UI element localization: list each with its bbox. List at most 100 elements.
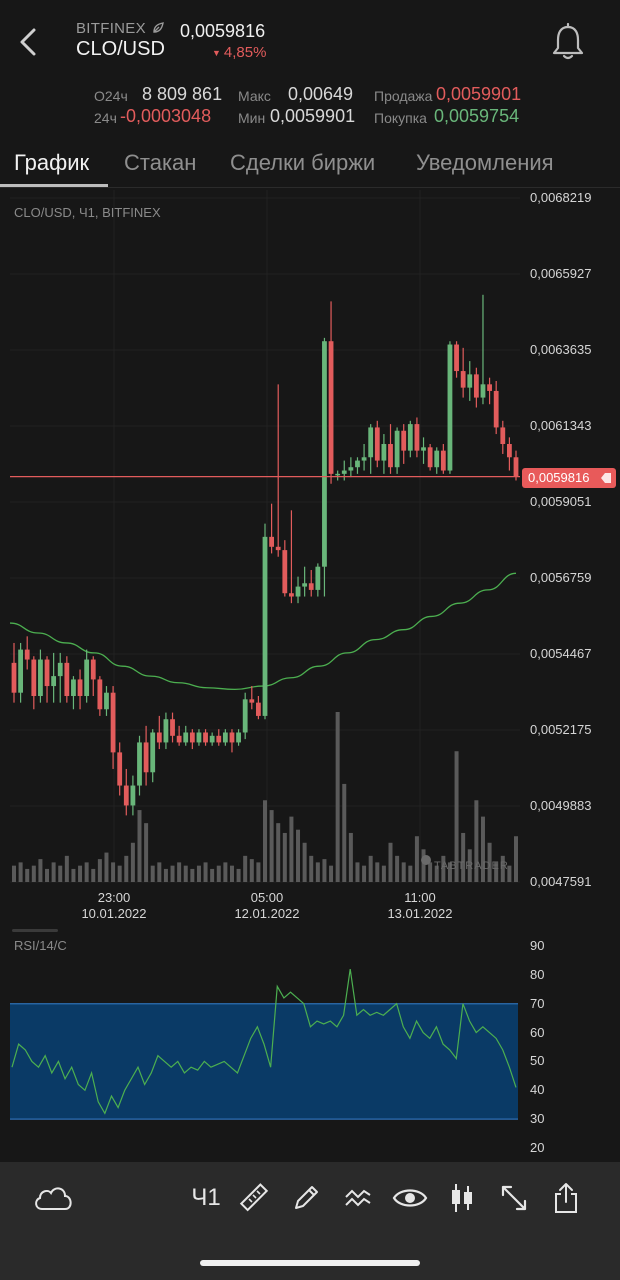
share-icon	[555, 1183, 577, 1213]
last-price: 0,0059816	[180, 21, 266, 41]
volume-bar	[494, 862, 499, 882]
candle-up	[341, 460, 347, 481]
candle-body	[348, 467, 354, 471]
candle-body	[176, 735, 182, 743]
candle-body	[44, 659, 50, 687]
candle-body	[117, 752, 123, 786]
volume-bar	[421, 849, 426, 882]
price-tick-label: 0,0047591	[530, 874, 592, 889]
candle-up	[381, 434, 387, 474]
candle-down	[460, 347, 466, 398]
candle-body	[255, 702, 261, 716]
candle-down	[308, 570, 314, 597]
tab-notifications[interactable]: Уведомления	[416, 150, 554, 175]
change-24h-label: 24ч	[94, 110, 117, 126]
candle-body	[414, 424, 420, 451]
volume-bar	[210, 868, 215, 882]
candle-up	[302, 566, 308, 597]
volume-bar	[256, 862, 261, 882]
candle-up	[407, 420, 413, 458]
rsi-tick-label: 90	[530, 938, 545, 953]
timeframe-label: Ч1	[191, 1184, 221, 1211]
visibility-button[interactable]	[388, 1176, 432, 1220]
candle-down	[487, 377, 492, 405]
draw-button[interactable]	[284, 1176, 328, 1220]
candle-body	[315, 566, 321, 590]
candle-body	[24, 649, 30, 660]
volume-bar	[64, 855, 69, 882]
rsi-tick-label: 20	[530, 1140, 545, 1155]
volume-bar	[183, 865, 188, 882]
price-tick-label: 0,0054467	[530, 646, 592, 661]
price-tick-label: 0,0059051	[530, 494, 592, 509]
volume-bar	[322, 859, 327, 882]
candle-up	[84, 649, 90, 703]
home-indicator	[200, 1260, 420, 1266]
candle-down	[374, 420, 380, 468]
candle-down	[143, 725, 149, 786]
candle-up	[242, 692, 248, 740]
volume-bar	[104, 852, 109, 882]
bell-icon	[552, 22, 584, 60]
volume-bar	[296, 829, 301, 882]
candle-body	[203, 732, 208, 743]
volume-bar	[282, 832, 287, 882]
candle-body	[421, 447, 426, 451]
price-change: ▼ 4,85%	[212, 44, 266, 61]
volume-bar	[31, 865, 36, 882]
volume-bar	[434, 865, 439, 882]
candle-body	[513, 457, 519, 477]
watermark-text: TABTRADER	[434, 860, 509, 872]
volume-bar	[500, 855, 505, 882]
candle-body	[229, 732, 235, 743]
candle-up	[51, 652, 57, 703]
candle-body	[84, 659, 90, 697]
tab-trades[interactable]: Сделки биржи	[230, 150, 376, 175]
volume-bar	[45, 868, 50, 882]
ruler-button[interactable]	[232, 1176, 276, 1220]
candle-body	[401, 430, 407, 451]
candle-body	[71, 679, 76, 697]
candle-body	[189, 732, 195, 743]
tab-chart[interactable]: График	[14, 150, 90, 175]
candle-up	[434, 447, 440, 474]
candle-down	[289, 510, 294, 604]
candle-up	[480, 294, 486, 405]
candle-down	[500, 420, 506, 454]
timeframe-button[interactable]: Ч1	[184, 1176, 228, 1220]
volume-bar	[342, 783, 347, 882]
indicators-icon	[345, 1189, 371, 1207]
rsi-chart[interactable]	[0, 930, 620, 1160]
pencil-icon	[295, 1186, 318, 1209]
volume-bar	[474, 800, 479, 882]
price-tick-label: 0,0056759	[530, 570, 592, 585]
candle-body	[440, 450, 446, 471]
candle-body	[51, 676, 57, 687]
fullscreen-button[interactable]	[492, 1176, 536, 1220]
pane-divider-handle[interactable]	[12, 929, 58, 932]
volume-bar	[58, 865, 63, 882]
candle-up	[38, 649, 43, 703]
candle-up	[196, 729, 202, 746]
indicators-button[interactable]	[336, 1176, 380, 1220]
volume-bar	[12, 865, 16, 882]
tab-orderbook[interactable]: Стакан	[124, 150, 197, 175]
candle-up	[71, 676, 76, 710]
watermark-logo-icon	[421, 855, 431, 865]
candle-body	[295, 586, 301, 597]
candle-body	[473, 374, 479, 398]
cloud-button[interactable]	[30, 1176, 76, 1220]
alert-button[interactable]	[548, 22, 588, 62]
volume-bar	[243, 855, 248, 882]
chart-type-button[interactable]	[440, 1176, 484, 1220]
volume-bar	[309, 855, 314, 882]
candle-body	[374, 427, 380, 461]
candle-body	[11, 662, 17, 693]
price-chart[interactable]	[0, 190, 620, 930]
candle-body	[447, 344, 453, 471]
share-button[interactable]	[544, 1176, 588, 1220]
change-percent: 4,85%	[223, 44, 267, 61]
candle-up	[130, 775, 136, 816]
back-button[interactable]	[12, 20, 48, 64]
volume-bar	[315, 862, 320, 882]
